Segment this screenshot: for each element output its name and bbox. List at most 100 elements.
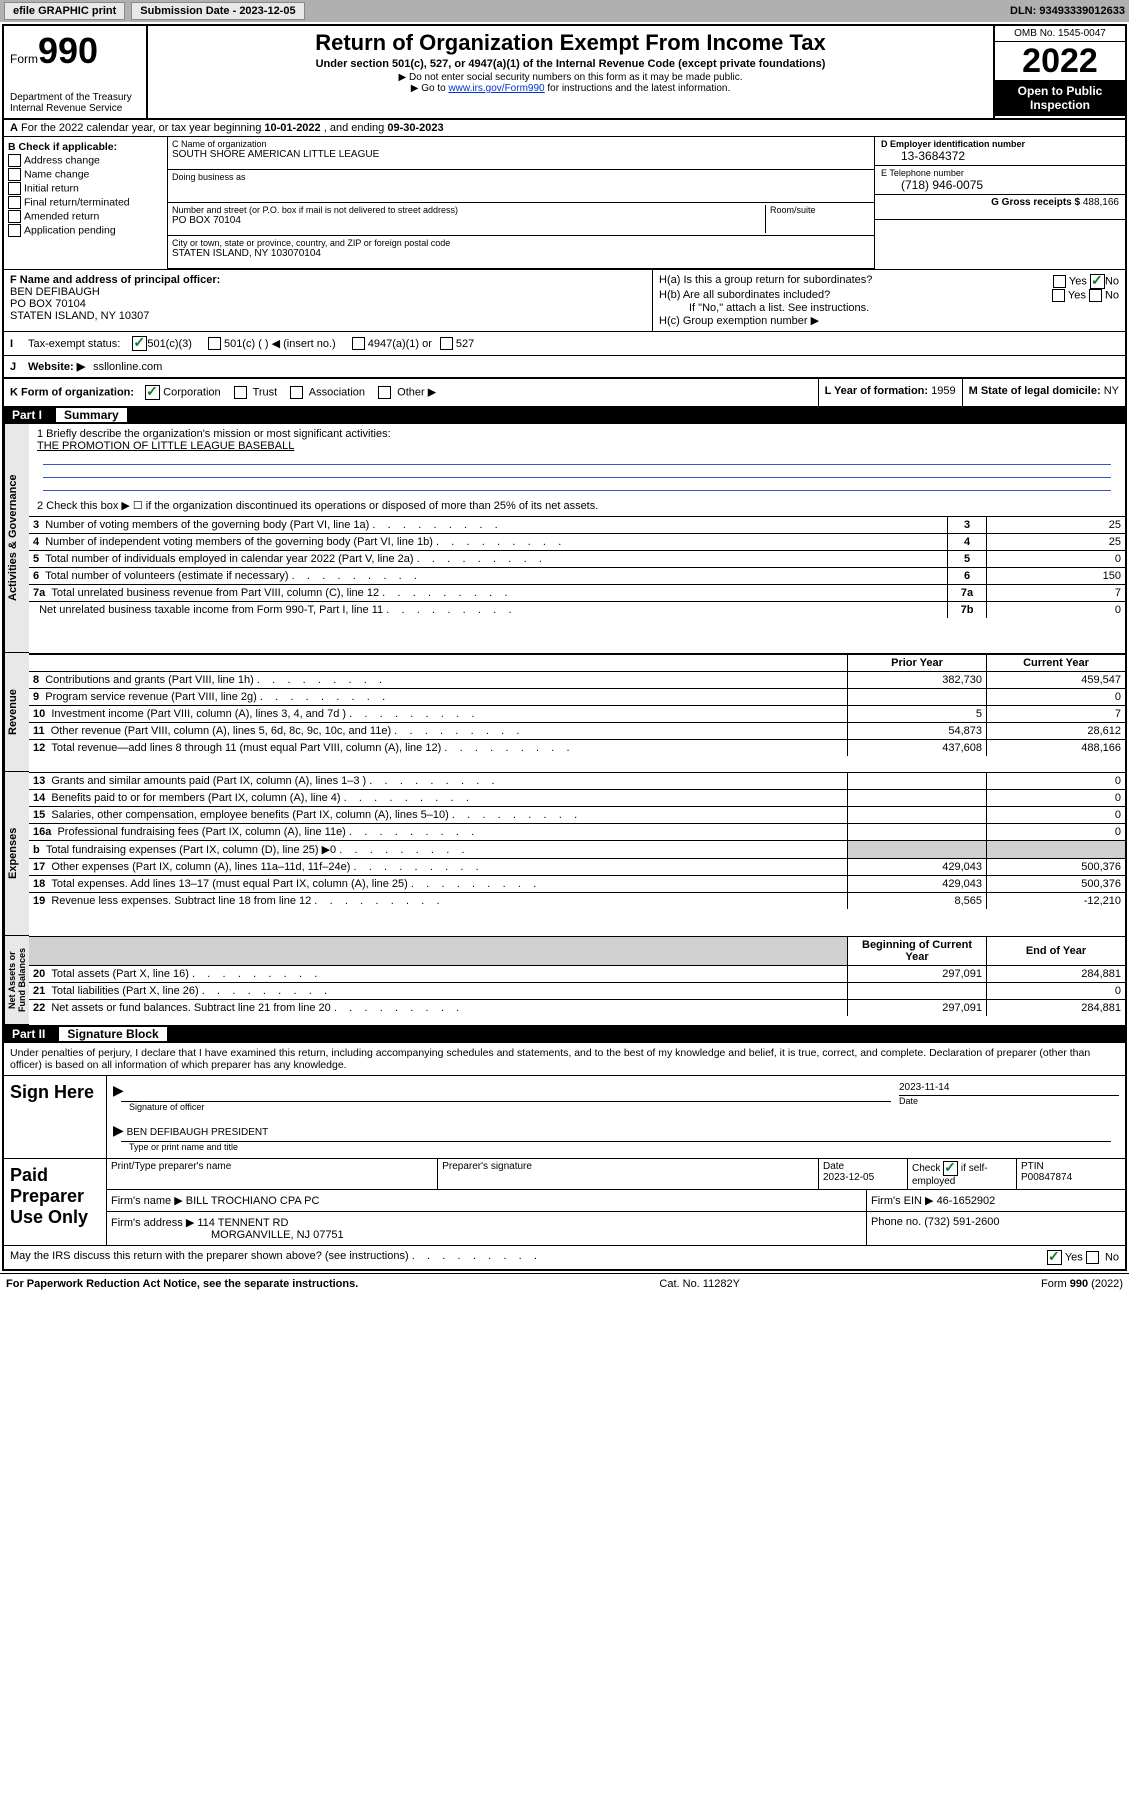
header-mid: Return of Organization Exempt From Incom… bbox=[148, 26, 993, 118]
box-c: C Name of organization SOUTH SHORE AMERI… bbox=[168, 137, 874, 269]
box-b-label: B Check if applicable: bbox=[8, 141, 163, 153]
hdr-end: End of Year bbox=[987, 937, 1126, 966]
page-footer: For Paperwork Reduction Act Notice, see … bbox=[0, 1273, 1129, 1294]
check-corp[interactable] bbox=[145, 385, 160, 400]
firm-name: BILL TROCHIANO CPA PC bbox=[186, 1195, 320, 1207]
ha-no[interactable] bbox=[1090, 274, 1105, 289]
vert-net: Net Assets or Fund Balances bbox=[4, 936, 29, 1025]
table-row: 7a Total unrelated business revenue from… bbox=[29, 585, 1125, 602]
check-assoc[interactable] bbox=[290, 386, 303, 399]
form990-link[interactable]: www.irs.gov/Form990 bbox=[448, 83, 544, 94]
return-title: Return of Organization Exempt From Incom… bbox=[158, 30, 983, 56]
hc-label: H(c) Group exemption number ▶ bbox=[659, 314, 1119, 327]
check-address-change[interactable] bbox=[8, 154, 21, 167]
website-val: ssllonline.com bbox=[93, 361, 162, 373]
toolbar-bar: efile GRAPHIC print Submission Date - 20… bbox=[0, 0, 1129, 22]
part1-tab: Part I bbox=[12, 408, 42, 422]
form-header: Form 990 Department of the Treasury Inte… bbox=[4, 26, 1125, 120]
org-name-label: C Name of organization bbox=[172, 139, 870, 149]
gross-label: G Gross receipts $ bbox=[991, 197, 1080, 208]
cb-label-1: Name change bbox=[24, 168, 89, 180]
check-initial-return[interactable] bbox=[8, 182, 21, 195]
vert-expenses: Expenses bbox=[4, 772, 29, 936]
table-row: 21 Total liabilities (Part X, line 26)0 bbox=[29, 983, 1125, 1000]
prep-date: 2023-12-05 bbox=[823, 1172, 874, 1183]
room-label: Room/suite bbox=[770, 205, 870, 215]
table-row: 22 Net assets or fund balances. Subtract… bbox=[29, 1000, 1125, 1017]
table-row: 15 Salaries, other compensation, employe… bbox=[29, 807, 1125, 824]
row-i: I Tax-exempt status: 501(c)(3) 501(c) ( … bbox=[4, 331, 1125, 355]
addr-label: Number and street (or P.O. box if mail i… bbox=[172, 205, 765, 215]
check-trust[interactable] bbox=[234, 386, 247, 399]
hb-no[interactable] bbox=[1089, 289, 1102, 302]
prep-date-hdr: Date bbox=[823, 1161, 844, 1172]
sig-name-label: Type or print name and title bbox=[113, 1142, 1119, 1152]
officer-name: BEN DEFIBAUGH bbox=[10, 286, 646, 298]
header-left: Form 990 Department of the Treasury Inte… bbox=[4, 26, 148, 118]
form-word: Form bbox=[10, 52, 38, 66]
tax-status-label: Tax-exempt status: bbox=[28, 338, 120, 350]
opt-other: Other ▶ bbox=[397, 386, 436, 398]
subtitle-2: ▶ Do not enter social security numbers o… bbox=[158, 72, 983, 83]
period-mid: , and ending bbox=[324, 122, 388, 134]
part2-header: Part II Signature Block bbox=[4, 1025, 1125, 1043]
check-4947[interactable] bbox=[352, 337, 365, 350]
firm-addr2: MORGANVILLE, NJ 07751 bbox=[111, 1229, 862, 1241]
check-name-change[interactable] bbox=[8, 168, 21, 181]
line-1: 1 Briefly describe the organization's mi… bbox=[29, 424, 1125, 495]
form-990-container: Form 990 Department of the Treasury Inte… bbox=[2, 24, 1127, 1271]
hb-label: H(b) Are all subordinates included? bbox=[659, 289, 1052, 302]
table-row: 13 Grants and similar amounts paid (Part… bbox=[29, 773, 1125, 790]
discuss-no-label: No bbox=[1105, 1251, 1119, 1263]
sig-name: BEN DEFIBAUGH PRESIDENT bbox=[127, 1127, 269, 1138]
check-amended[interactable] bbox=[8, 210, 21, 223]
right-column: D Employer identification number 13-3684… bbox=[874, 137, 1125, 269]
discuss-yes[interactable] bbox=[1047, 1250, 1062, 1265]
phone-label: E Telephone number bbox=[881, 168, 1119, 178]
sign-here-label: Sign Here bbox=[4, 1076, 106, 1158]
firm-addr1: 114 TENNENT RD bbox=[197, 1217, 288, 1229]
hb-no-label: No bbox=[1105, 289, 1119, 301]
firm-addr-label: Firm's address ▶ bbox=[111, 1217, 194, 1229]
section-a-row: A For the 2022 calendar year, or tax yea… bbox=[4, 120, 1125, 137]
check-final-return[interactable] bbox=[8, 196, 21, 209]
phone-val: (718) 946-0075 bbox=[881, 178, 1119, 192]
table-row: 19 Revenue less expenses. Subtract line … bbox=[29, 893, 1125, 910]
cb-label-2: Initial return bbox=[24, 182, 79, 194]
part1-header: Part I Summary bbox=[4, 406, 1125, 424]
table-row: 4 Number of independent voting members o… bbox=[29, 534, 1125, 551]
check-other[interactable] bbox=[378, 386, 391, 399]
check-501c[interactable] bbox=[208, 337, 221, 350]
irs-label: Internal Revenue Service bbox=[10, 103, 140, 114]
discuss-no[interactable] bbox=[1086, 1251, 1099, 1264]
self-employed-check[interactable] bbox=[943, 1161, 958, 1176]
hdr-curr: Current Year bbox=[987, 654, 1126, 672]
part2-tab: Part II bbox=[12, 1027, 45, 1041]
arrow-icon-2: ▶ bbox=[113, 1122, 124, 1138]
hb-yes[interactable] bbox=[1052, 289, 1065, 302]
mission-line-4 bbox=[43, 478, 1111, 491]
cb-label-4: Amended return bbox=[24, 210, 99, 222]
ha-no-label: No bbox=[1105, 275, 1119, 287]
firm-ein: 46-1652902 bbox=[937, 1195, 996, 1207]
ha-yes[interactable] bbox=[1053, 275, 1066, 288]
efile-print-button[interactable]: efile GRAPHIC print bbox=[4, 2, 125, 20]
check-application-pending[interactable] bbox=[8, 224, 21, 237]
check-501c3[interactable] bbox=[132, 336, 147, 351]
prep-sig-hdr: Preparer's signature bbox=[438, 1159, 819, 1189]
period-pre: For the 2022 calendar year, or tax year … bbox=[21, 122, 264, 134]
opt-501c: 501(c) ( ) ◀ (insert no.) bbox=[224, 337, 336, 350]
form-org-label: K Form of organization: bbox=[10, 386, 134, 398]
cb-label-0: Address change bbox=[24, 154, 100, 166]
subtitle-3: ▶ Go to www.irs.gov/Form990 for instruct… bbox=[158, 83, 983, 94]
submission-date-button[interactable]: Submission Date - 2023-12-05 bbox=[131, 2, 304, 20]
ha-label: H(a) Is this a group return for subordin… bbox=[659, 274, 1053, 289]
org-name: SOUTH SHORE AMERICAN LITTLE LEAGUE bbox=[172, 149, 870, 160]
check-527[interactable] bbox=[440, 337, 453, 350]
ptin-hdr: PTIN bbox=[1021, 1161, 1044, 1172]
ha-yes-label: Yes bbox=[1069, 275, 1087, 287]
period-end: 09-30-2023 bbox=[387, 122, 443, 134]
prep-check-pre: Check bbox=[912, 1163, 940, 1174]
row-j: J Website: ▶ ssllonline.com bbox=[4, 355, 1125, 377]
year-form-label: L Year of formation: bbox=[825, 385, 929, 397]
